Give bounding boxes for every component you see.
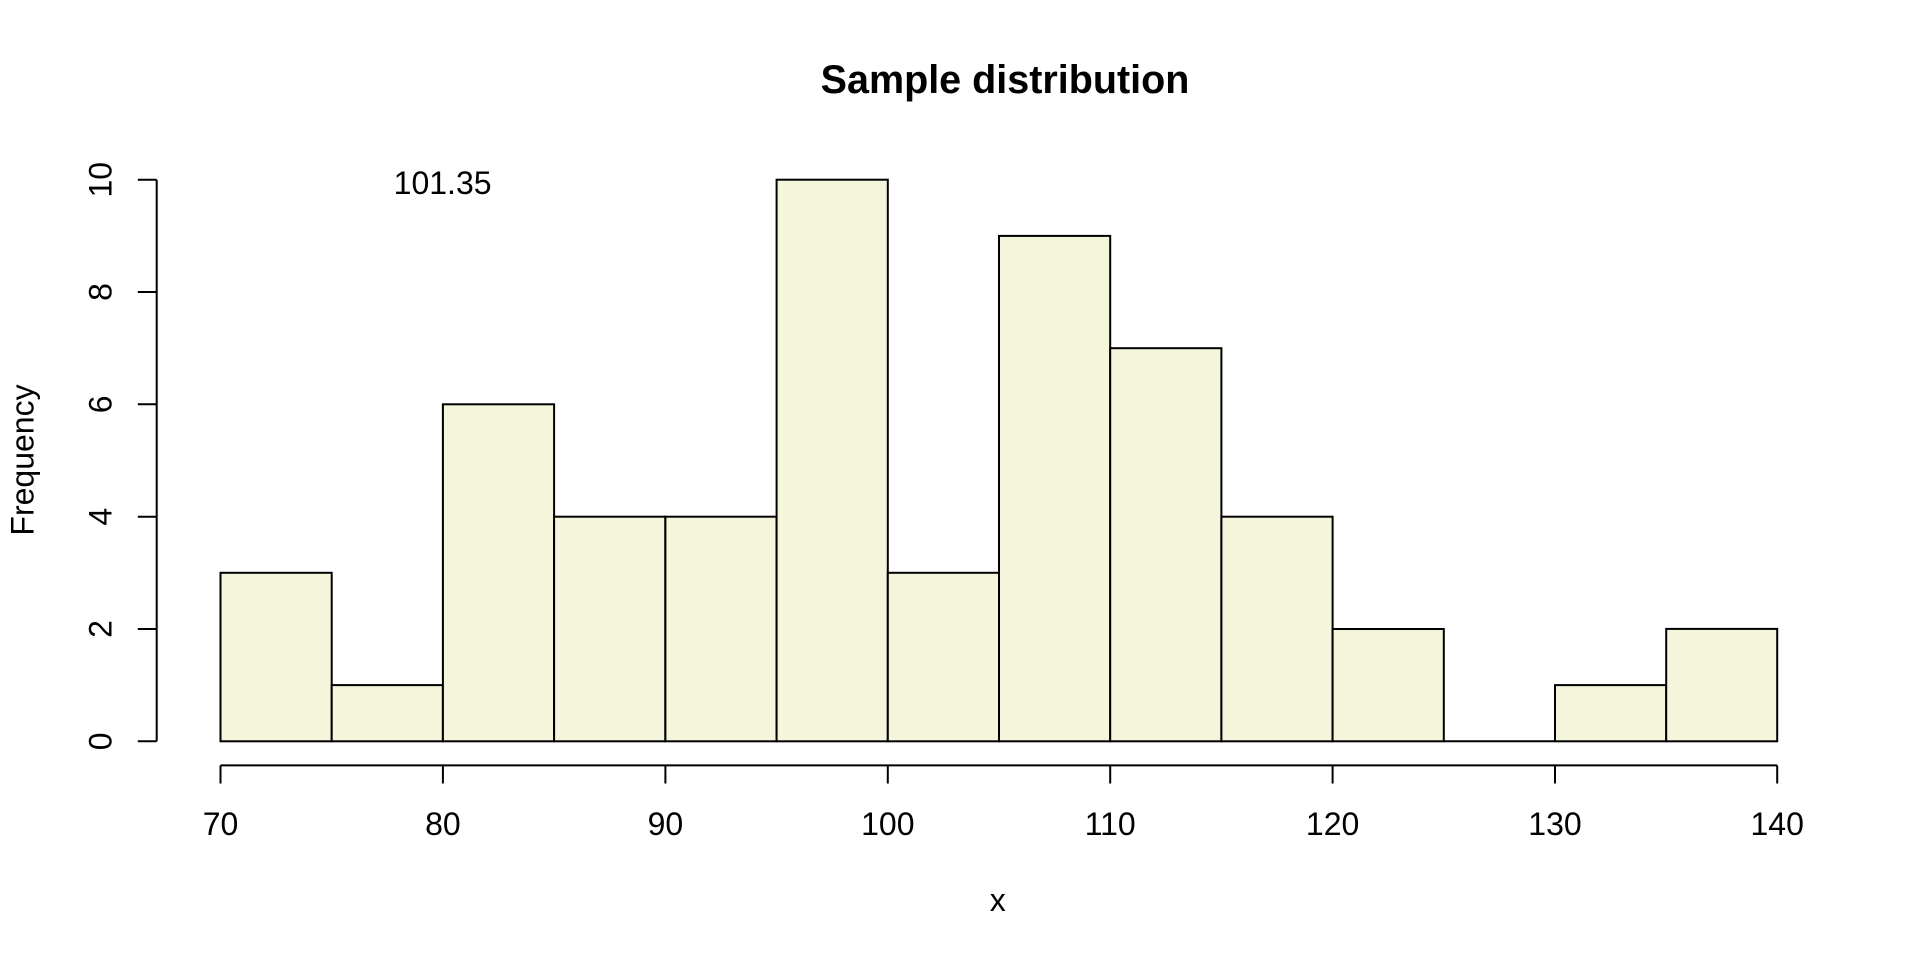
svg-text:120: 120: [1306, 806, 1359, 842]
svg-text:140: 140: [1751, 806, 1804, 842]
svg-text:Sample distribution: Sample distribution: [821, 58, 1190, 102]
svg-text:70: 70: [203, 806, 239, 842]
svg-text:2: 2: [83, 620, 119, 638]
svg-text:Frequency: Frequency: [5, 384, 41, 535]
svg-text:80: 80: [425, 806, 461, 842]
svg-text:x: x: [990, 882, 1006, 918]
svg-text:90: 90: [648, 806, 684, 842]
svg-text:100: 100: [861, 806, 914, 842]
svg-text:10: 10: [83, 162, 119, 198]
svg-text:101.35: 101.35: [394, 165, 492, 201]
svg-text:130: 130: [1528, 806, 1581, 842]
svg-text:0: 0: [83, 732, 119, 750]
svg-text:4: 4: [83, 508, 119, 526]
svg-text:6: 6: [83, 395, 119, 413]
svg-text:110: 110: [1085, 806, 1136, 842]
svg-text:8: 8: [83, 283, 119, 301]
